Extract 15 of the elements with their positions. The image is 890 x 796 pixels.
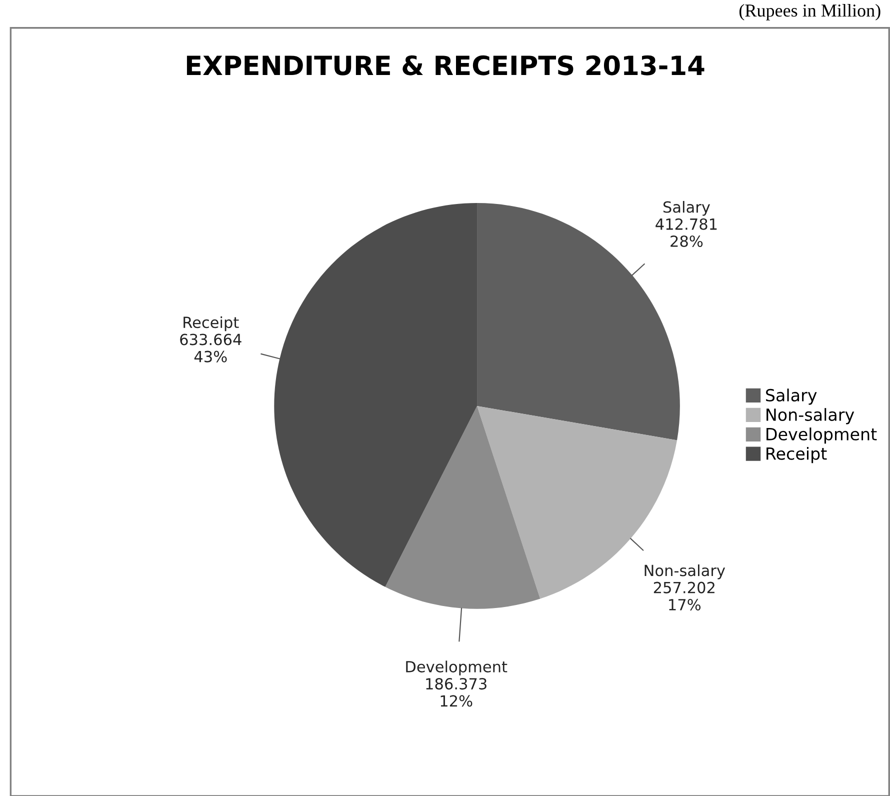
slice-label: Receipt [184, 316, 239, 332]
pie-slice [385, 406, 540, 609]
legend-label: Development [766, 428, 877, 444]
text: (Rupees in Million) [739, 4, 880, 20]
data-label: 633.664 43% [180, 334, 242, 362]
legend-label: Receipt [766, 446, 827, 464]
data-label: 257.202 17% [654, 582, 714, 610]
legend-label: Salary [766, 388, 817, 405]
slice-label: Non-salary [644, 564, 726, 580]
slice-label: Salary [663, 200, 710, 216]
chart-title: EXPENDITURE & RECEIPTS 2013-14 [186, 55, 704, 76]
legend-label: Non-salary [766, 408, 854, 424]
data-label: 186.373 12% [426, 678, 486, 707]
slice-label: Development [406, 660, 508, 676]
data-label: 412.781 28% [656, 218, 717, 248]
